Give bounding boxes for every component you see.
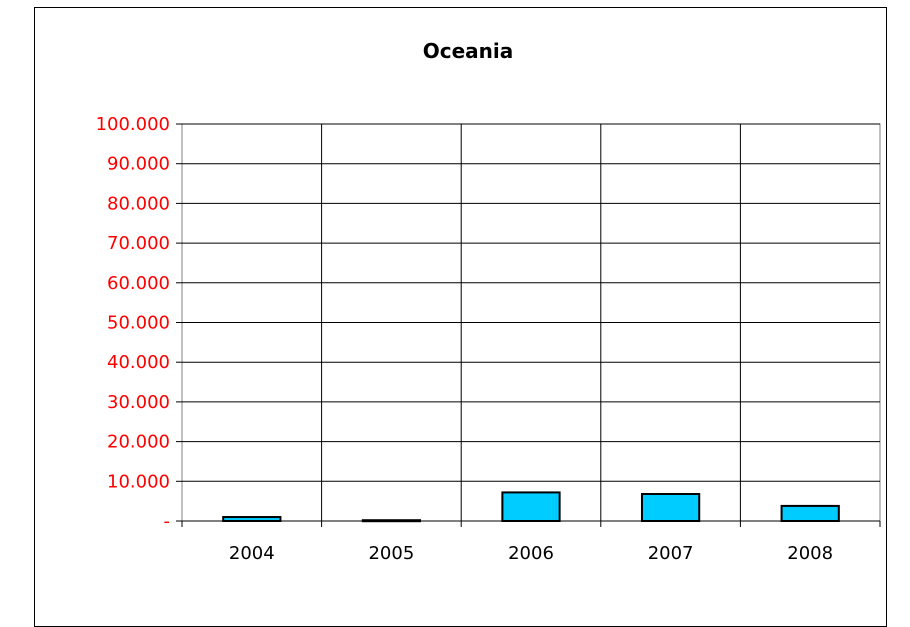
x-tick-label: 2005 bbox=[368, 543, 414, 564]
y-axis-ticks: - 10.000 20.000 30.000 40.000 50.000 60.000 70.… bbox=[96, 114, 182, 532]
y-tick-label: 70.000 bbox=[107, 233, 170, 254]
y-tick-label: 30.000 bbox=[107, 392, 170, 413]
grid-layer bbox=[181, 123, 881, 522]
y-tick-label: 10.000 bbox=[107, 471, 170, 492]
bar-2007 bbox=[640, 493, 701, 522]
chart-frame bbox=[34, 7, 887, 627]
y-tick-label: 100.000 bbox=[96, 114, 170, 135]
x-axis-ticks: 2004 2005 2006 2007 2008 bbox=[181, 520, 881, 564]
bar-2008 bbox=[780, 504, 840, 523]
y-tick-label: 20.000 bbox=[107, 432, 170, 453]
bar-2006 bbox=[501, 491, 561, 522]
bar-2004 bbox=[222, 516, 282, 523]
y-tick-label: - bbox=[164, 511, 171, 532]
y-tick-label: 90.000 bbox=[107, 154, 170, 175]
chart-svg: Oceania - 10.000 20.000 30.000 40.000 50.000 6… bbox=[96, 39, 881, 564]
y-tick-label: 40.000 bbox=[107, 352, 170, 373]
x-tick-label: 2006 bbox=[508, 543, 554, 564]
bars bbox=[222, 491, 840, 523]
y-tick-label: 80.000 bbox=[107, 193, 170, 214]
x-tick-label: 2007 bbox=[648, 543, 694, 564]
y-tick-label: 60.000 bbox=[107, 273, 170, 294]
chart-title: Oceania bbox=[423, 39, 514, 63]
x-tick-label: 2008 bbox=[787, 543, 833, 564]
x-tick-label: 2004 bbox=[229, 543, 275, 564]
y-tick-label: 50.000 bbox=[107, 313, 170, 334]
